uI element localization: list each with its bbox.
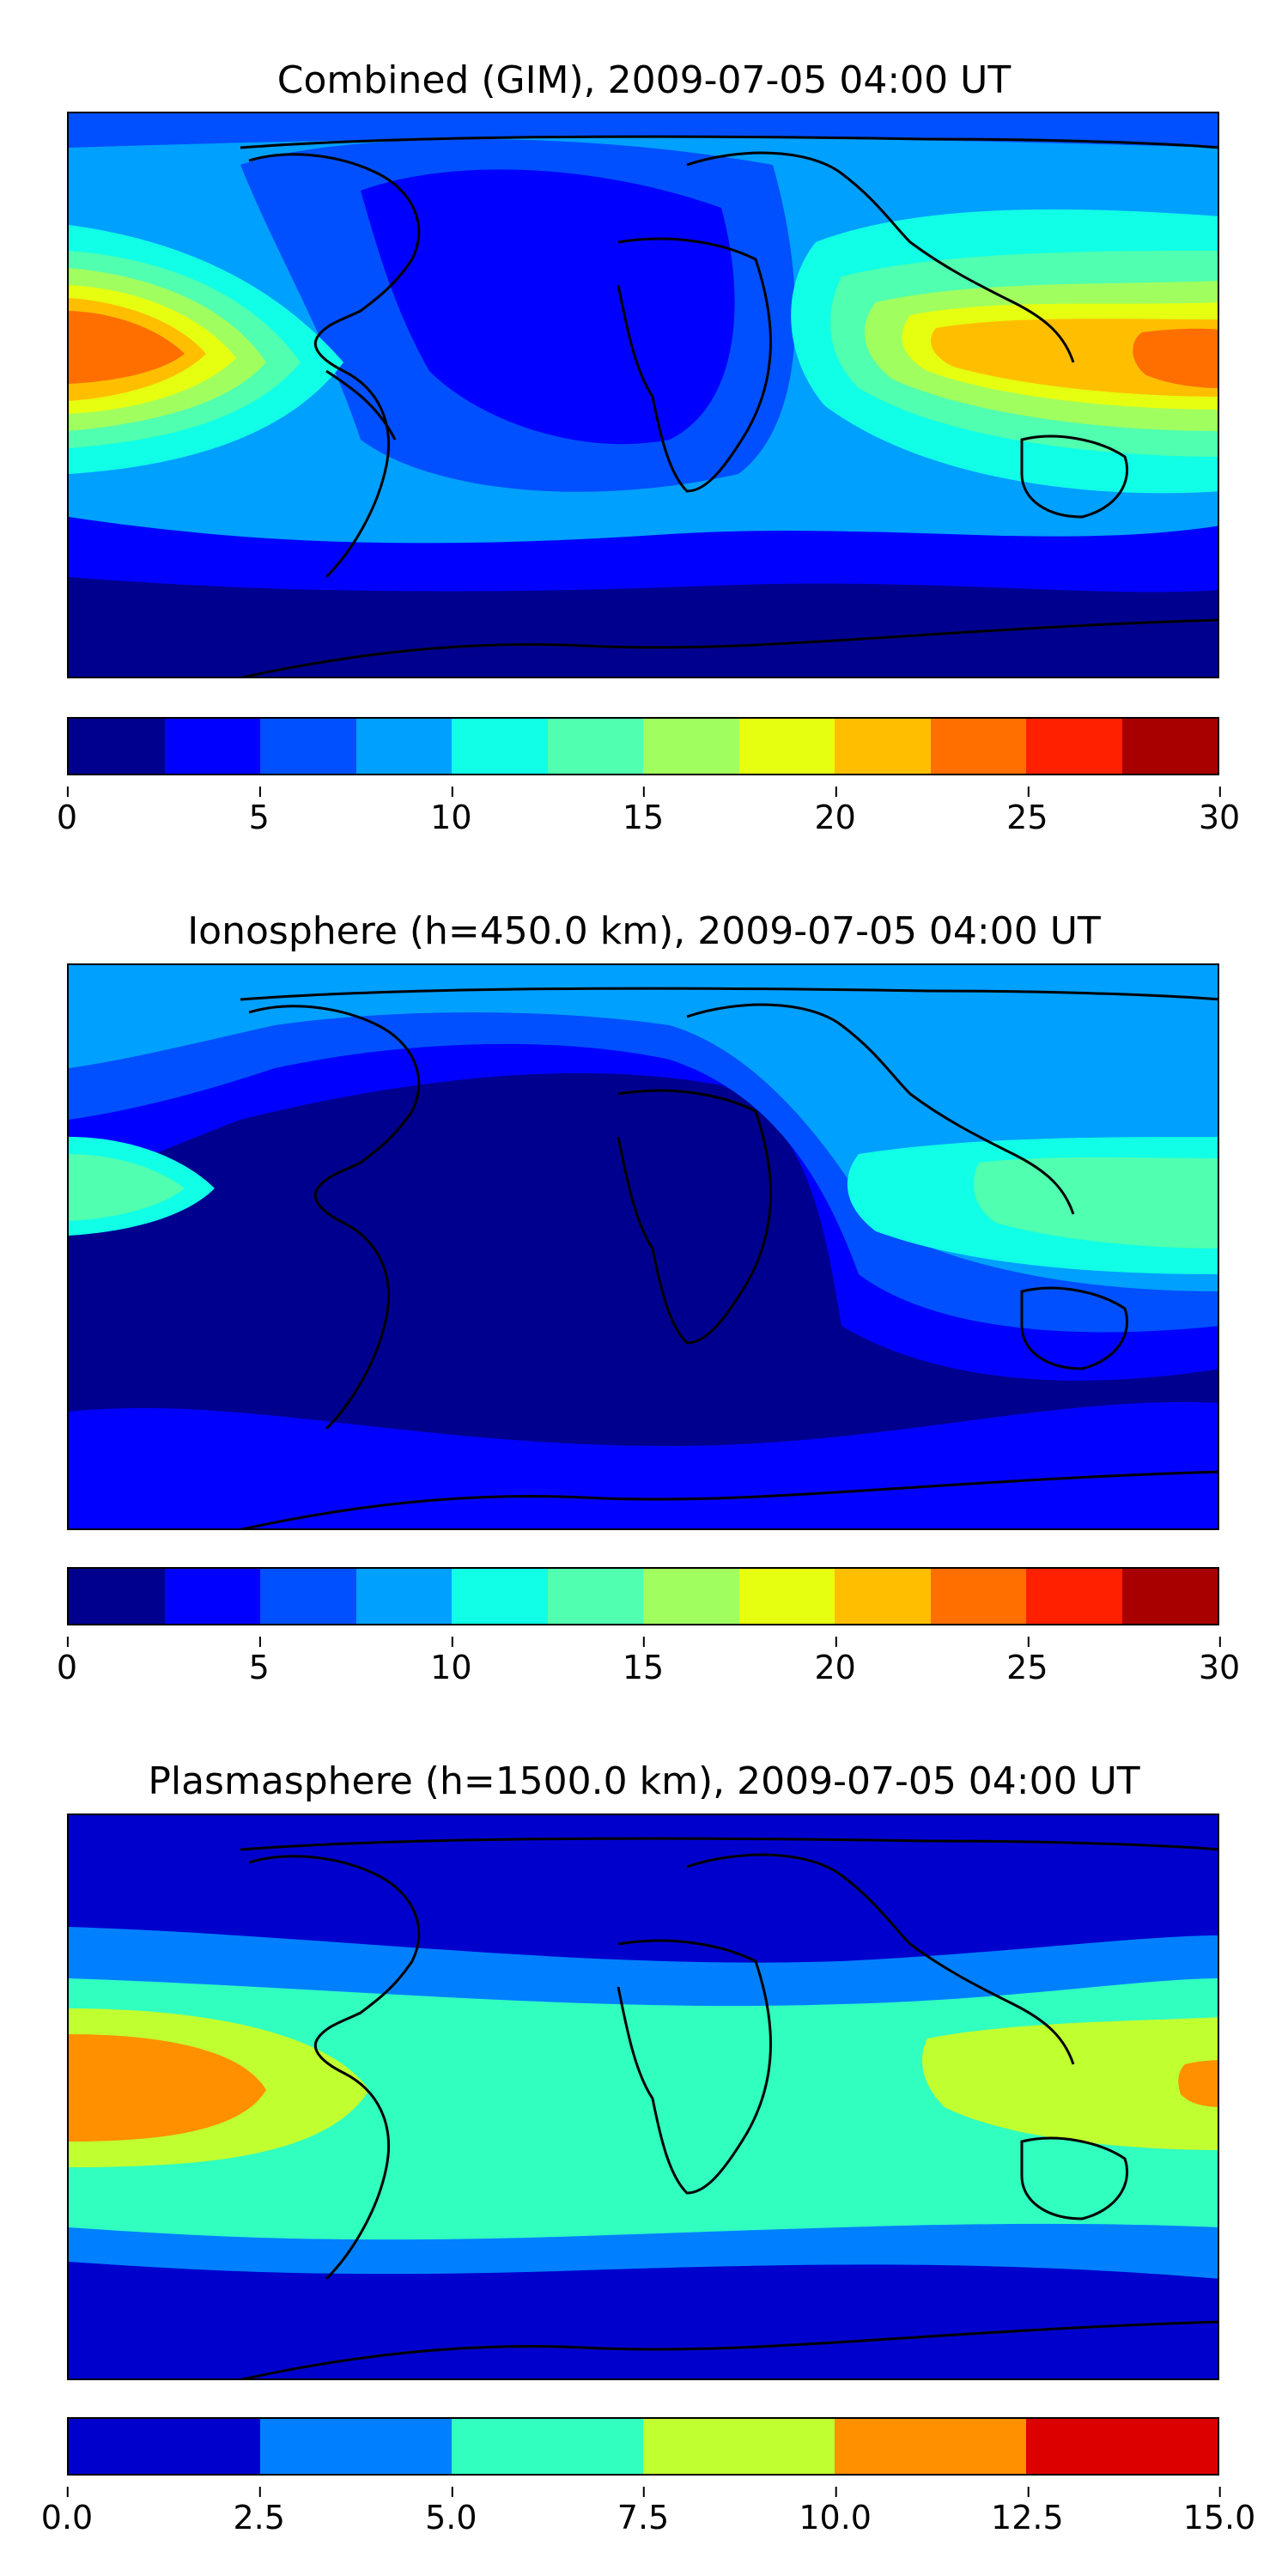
panel-1-title: Combined (GIM), 2009-07-05 04:00 UT	[276, 58, 1012, 102]
panel-2-colorbar	[67, 1567, 1219, 1625]
colorbar-tick-label: 10	[430, 787, 472, 836]
panel-2-map	[67, 963, 1219, 1530]
colorbar-segment	[355, 1569, 452, 1624]
colorbar-segment	[738, 1569, 835, 1624]
colorbar-segment	[1121, 1569, 1218, 1624]
colorbar-tick-label: 20	[814, 787, 856, 836]
colorbar-segment	[835, 2419, 1026, 2474]
colorbar-segment	[452, 719, 548, 774]
panel-2-colorbar-ticks: 0 5 10 15 20 25 30	[57, 1637, 1240, 1700]
field-level	[1133, 328, 1218, 388]
field-level	[922, 2017, 1218, 2150]
colorbar-segment	[452, 2419, 643, 2474]
colorbar-segment	[1121, 719, 1218, 774]
colorbar-segment	[547, 719, 643, 774]
colorbar-segment	[69, 2419, 260, 2474]
colorbar-segment	[164, 1569, 260, 1624]
colorbar-segment	[69, 1569, 165, 1624]
colorbar-segment	[260, 2419, 452, 2474]
colorbar-segment	[643, 2419, 835, 2474]
colorbar-segment	[643, 719, 739, 774]
colorbar-tick-label: 5.0	[425, 2487, 477, 2537]
colorbar-segment	[643, 1569, 739, 1624]
panel-1-colorbar	[67, 717, 1219, 775]
colorbar-tick-label: 0	[56, 1637, 78, 1686]
colorbar-segment	[930, 1569, 1026, 1624]
field-level	[69, 577, 1218, 677]
panel-3-colorbar-ticks: 0.0 2.5 5.0 7.5 10.0 12.5 15.0	[41, 2487, 1255, 2550]
colorbar-tick-label: 20	[814, 1637, 856, 1686]
colorbar-tick-label: 0.0	[40, 2487, 94, 2537]
panel-2-map-svg	[69, 965, 1218, 1528]
colorbar-segment	[835, 719, 931, 774]
colorbar-tick-label: 15	[622, 787, 665, 836]
colorbar-tick-label: 30	[1198, 1637, 1241, 1686]
panel-1-map	[67, 112, 1219, 678]
colorbar-segment	[835, 1569, 931, 1624]
colorbar-tick-label: 10	[430, 1637, 472, 1686]
panel-3-map-svg	[69, 1815, 1218, 2379]
panel-1-map-svg	[69, 113, 1218, 677]
panel-3-map	[67, 1814, 1219, 2380]
colorbar-segment	[355, 719, 452, 774]
field-level	[69, 2034, 266, 2142]
colorbar-segment	[452, 1569, 548, 1624]
panel-3-title: Plasmasphere (h=1500.0 km), 2009-07-05 0…	[148, 1759, 1140, 1803]
field-level	[69, 1154, 185, 1221]
colorbar-segment	[164, 719, 260, 774]
colorbar-tick-label: 25	[1006, 787, 1048, 836]
colorbar-segment	[547, 1569, 643, 1624]
panel-3-colorbar	[67, 2417, 1219, 2476]
colorbar-segment	[1026, 719, 1122, 774]
colorbar-segment	[69, 719, 165, 774]
colorbar-tick-label: 5	[248, 1637, 270, 1686]
colorbar-tick-label: 25	[1006, 1637, 1048, 1686]
colorbar-segment	[738, 719, 835, 774]
field-level	[1178, 2060, 1218, 2107]
coastlines	[240, 987, 1218, 1528]
colorbar-segment	[1026, 1569, 1122, 1624]
colorbar-tick-label: 15.0	[1182, 2487, 1256, 2537]
field-level	[974, 1157, 1218, 1249]
panel-1-colorbar-ticks: 0 5 10 15 20 25 30	[57, 787, 1240, 850]
colorbar-segment	[260, 1569, 356, 1624]
panel-2-title: Ionosphere (h=450.0 km), 2009-07-05 04:0…	[187, 909, 1101, 953]
colorbar-segment	[930, 719, 1026, 774]
colorbar-tick-label: 5	[248, 787, 270, 836]
colorbar-tick-label: 2.5	[233, 2487, 285, 2537]
coastlines	[240, 135, 1218, 677]
colorbar-tick-label: 12.5	[991, 2487, 1064, 2537]
colorbar-segment	[1026, 2419, 1218, 2474]
colorbar-tick-label: 7.5	[617, 2487, 670, 2537]
colorbar-tick-label: 30	[1198, 787, 1241, 836]
colorbar-tick-label: 15	[622, 1637, 665, 1686]
colorbar-segment	[260, 719, 356, 774]
coastlines	[240, 1837, 1218, 2379]
colorbar-tick-label: 0	[56, 787, 78, 836]
field-level	[69, 1401, 1218, 1528]
field-level	[69, 311, 185, 384]
colorbar-tick-label: 10.0	[799, 2487, 872, 2537]
